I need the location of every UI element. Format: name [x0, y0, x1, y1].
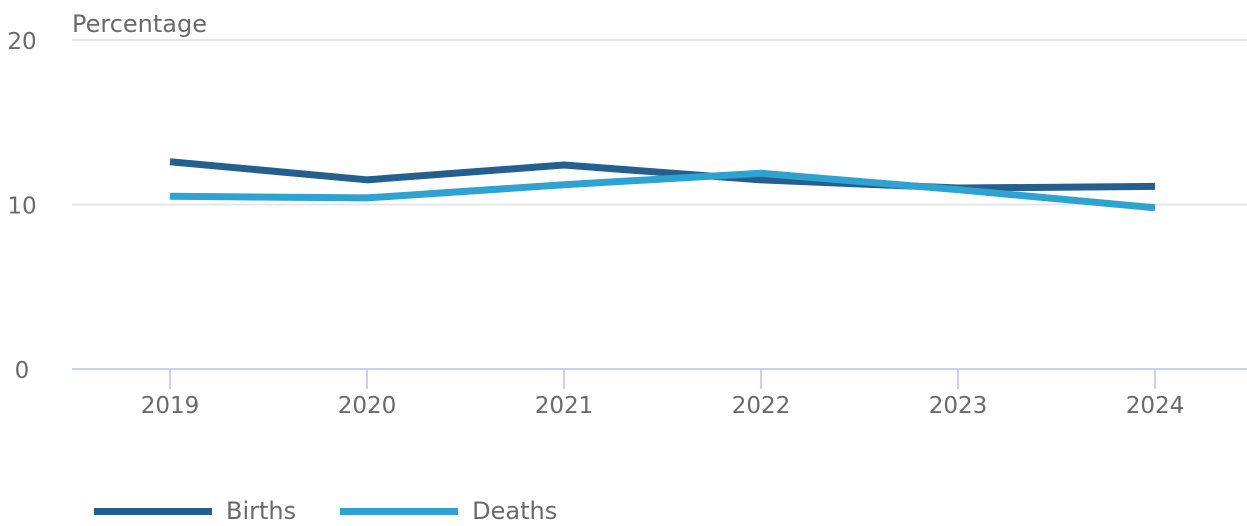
- series-line-births: [169, 158, 1156, 192]
- legend-item-deaths: Deaths: [340, 497, 557, 525]
- y-tick-label: 0: [15, 358, 30, 384]
- y-tick-label: 10: [7, 194, 36, 220]
- x-tick-label: 2024: [1126, 393, 1185, 419]
- legend-swatch-deaths: [340, 507, 459, 515]
- legend-label-deaths: Deaths: [472, 497, 558, 525]
- axis-labels: 0 10 20 Percentage 2019 2020 2021 2022 2023 2024: [7, 10, 1184, 419]
- x-tick-label: 2020: [338, 393, 397, 419]
- y-axis-title: Percentage: [72, 10, 207, 38]
- legend-swatch-births: [94, 507, 212, 515]
- legend-item-births: Births: [94, 497, 296, 525]
- gridlines: [72, 39, 1247, 206]
- legend: Births Deaths: [94, 496, 601, 526]
- y-tick-label: 20: [7, 29, 36, 55]
- legend-label-births: Births: [226, 497, 297, 525]
- x-tick-label: 2021: [535, 393, 594, 419]
- x-tick-label: 2023: [929, 393, 988, 419]
- x-tick-label: 2022: [732, 393, 791, 419]
- x-tick-label: 2019: [141, 393, 200, 419]
- series-line-deaths: [169, 169, 1156, 212]
- series-lines: [169, 158, 1156, 212]
- x-axis: [72, 368, 1247, 389]
